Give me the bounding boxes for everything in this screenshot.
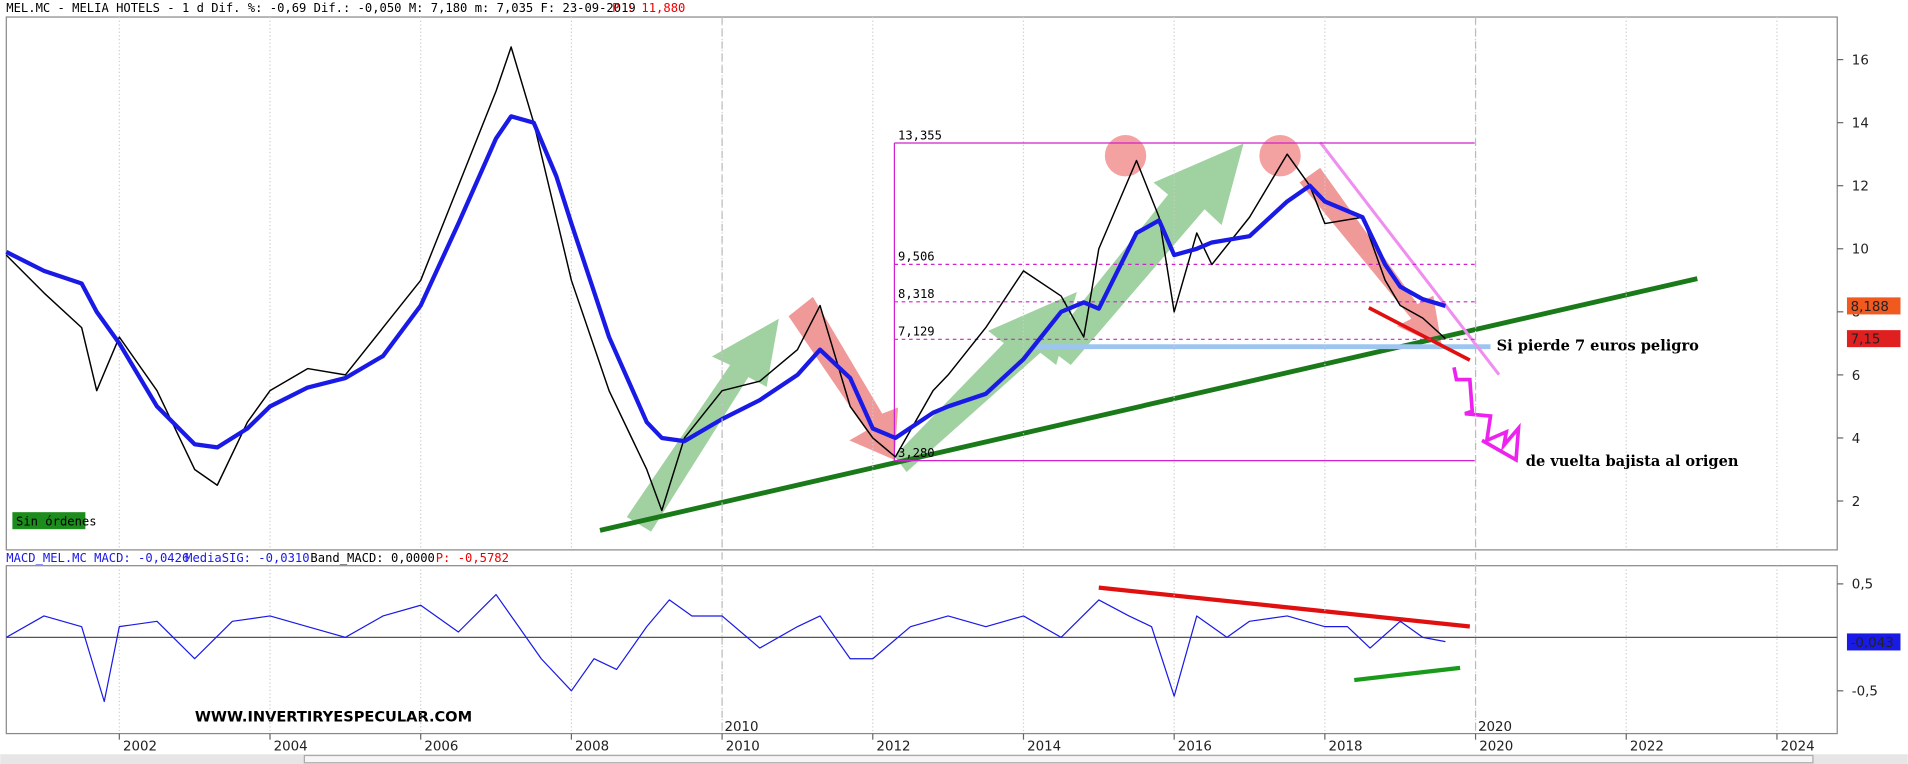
up-arrow [626, 318, 779, 532]
value-box [1846, 330, 1901, 348]
scroll-thumb[interactable] [303, 754, 1814, 764]
series-line [5, 114, 1447, 450]
red-line [1368, 306, 1471, 362]
value-box [1846, 297, 1901, 315]
x-tick-label: 2024 [1781, 740, 1815, 755]
macd-green-line [1354, 665, 1461, 683]
x-tick-label: 2014 [1027, 740, 1061, 755]
header: MEL.MC - MELIA HOTELS - 1 d Dif. %: -0,6… [6, 1, 635, 15]
macd-frame [5, 565, 1838, 735]
level-label: 9,506 [898, 250, 935, 264]
macd-sig: MediaSIG: -0,0310 [185, 551, 309, 565]
period-label: 2020 [1478, 720, 1512, 735]
y-tick-label: 4 [1852, 432, 1861, 447]
series-line [5, 593, 1446, 703]
up-arrow [894, 291, 1077, 473]
level-label: 8,318 [898, 287, 935, 301]
value-box-label: 7,15 [1851, 333, 1881, 348]
y-tick-label: -0,5 [1852, 685, 1878, 700]
annotation: de vuelta bajista al origen [1526, 453, 1739, 470]
y-tick-label: 14 [1852, 117, 1869, 132]
x-tick-label: 2022 [1630, 740, 1664, 755]
level-label: 13,355 [898, 128, 942, 142]
y-tick-label: 0,5 [1852, 578, 1873, 593]
annotation: Si pierde 7 euros peligro [1497, 337, 1700, 354]
y-tick-label: 16 [1852, 53, 1869, 68]
x-tick-label: 2016 [1178, 740, 1212, 755]
support-line [599, 276, 1698, 533]
x-tick-label: 2008 [575, 740, 609, 755]
macd-red-line [1098, 585, 1471, 629]
level-label: 3,280 [898, 446, 935, 460]
x-tick-label: 2012 [876, 740, 910, 755]
orders-box [12, 512, 86, 530]
price-frame [5, 16, 1838, 551]
x-tick-label: 2018 [1329, 740, 1363, 755]
x-tick-label: 2020 [1479, 740, 1513, 755]
resistance-line [1318, 141, 1501, 376]
x-tick-label: 2006 [424, 740, 458, 755]
value-box [1846, 633, 1901, 651]
level-label: 7,129 [898, 325, 935, 339]
macd-band: Band_MACD: 0,0000 [310, 551, 434, 565]
top-circle [1259, 135, 1301, 177]
projection-path [1452, 367, 1521, 463]
top-circle [1104, 135, 1147, 177]
value-box-label: 8,188 [1851, 300, 1889, 315]
y-tick-label: 12 [1852, 180, 1869, 195]
orders-label: Sin órdenes [16, 515, 97, 529]
x-tick-label: 2010 [726, 740, 760, 755]
y-tick-label: 6 [1852, 369, 1861, 384]
period-label: 2010 [725, 720, 759, 735]
value-box-label: -0,043 [1851, 636, 1894, 651]
y-tick-label: 10 [1852, 243, 1869, 258]
macd-header: MACD_MEL.MC MACD: -0,0426 [6, 551, 189, 565]
macd-p: P: -0,5782 [436, 551, 509, 565]
y-tick-label: 2 [1852, 495, 1861, 510]
website: WWW.INVERTIRYESPECULAR.COM [195, 708, 472, 725]
x-tick-label: 2004 [274, 740, 308, 755]
x-tick-label: 2002 [123, 740, 157, 755]
header-p: P : 11,880 [612, 1, 685, 15]
